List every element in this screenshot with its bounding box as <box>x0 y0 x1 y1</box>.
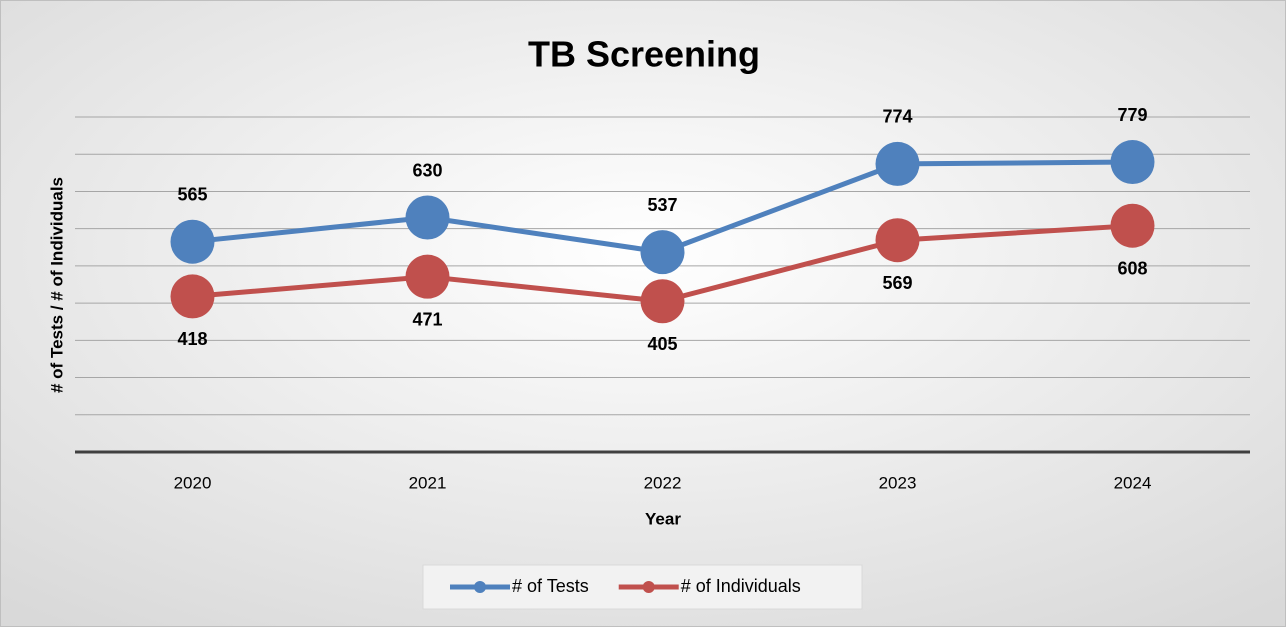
marker <box>170 219 215 264</box>
data-label: 405 <box>647 334 677 354</box>
legend-label: # of Tests <box>512 576 589 596</box>
y-axis-label: # of Tests / # of Individuals <box>47 177 66 393</box>
legend-marker <box>474 581 486 593</box>
marker <box>640 230 685 275</box>
marker <box>405 254 450 299</box>
x-axis-label: Year <box>645 509 681 528</box>
x-tick-label: 2024 <box>1114 473 1152 492</box>
x-tick-label: 2021 <box>409 473 447 492</box>
data-label: 774 <box>882 107 912 127</box>
legend-marker <box>642 581 655 593</box>
legend-label: # of Individuals <box>681 576 801 596</box>
marker <box>1110 203 1155 248</box>
data-label: 537 <box>647 195 677 215</box>
marker <box>170 274 215 319</box>
marker <box>405 195 450 240</box>
data-label: 569 <box>882 273 912 293</box>
data-label: 608 <box>1117 258 1147 278</box>
marker <box>640 279 685 324</box>
data-label: 630 <box>412 160 442 180</box>
data-label: 471 <box>412 309 442 329</box>
marker <box>1110 140 1155 185</box>
data-label: 418 <box>177 329 207 349</box>
marker <box>875 218 920 263</box>
data-label: 779 <box>1117 105 1147 125</box>
chart-title: TB Screening <box>528 34 760 75</box>
x-tick-label: 2023 <box>879 473 917 492</box>
x-tick-label: 2020 <box>174 473 212 492</box>
x-tick-label: 2022 <box>644 473 682 492</box>
marker <box>875 141 920 186</box>
data-label: 565 <box>177 184 207 204</box>
